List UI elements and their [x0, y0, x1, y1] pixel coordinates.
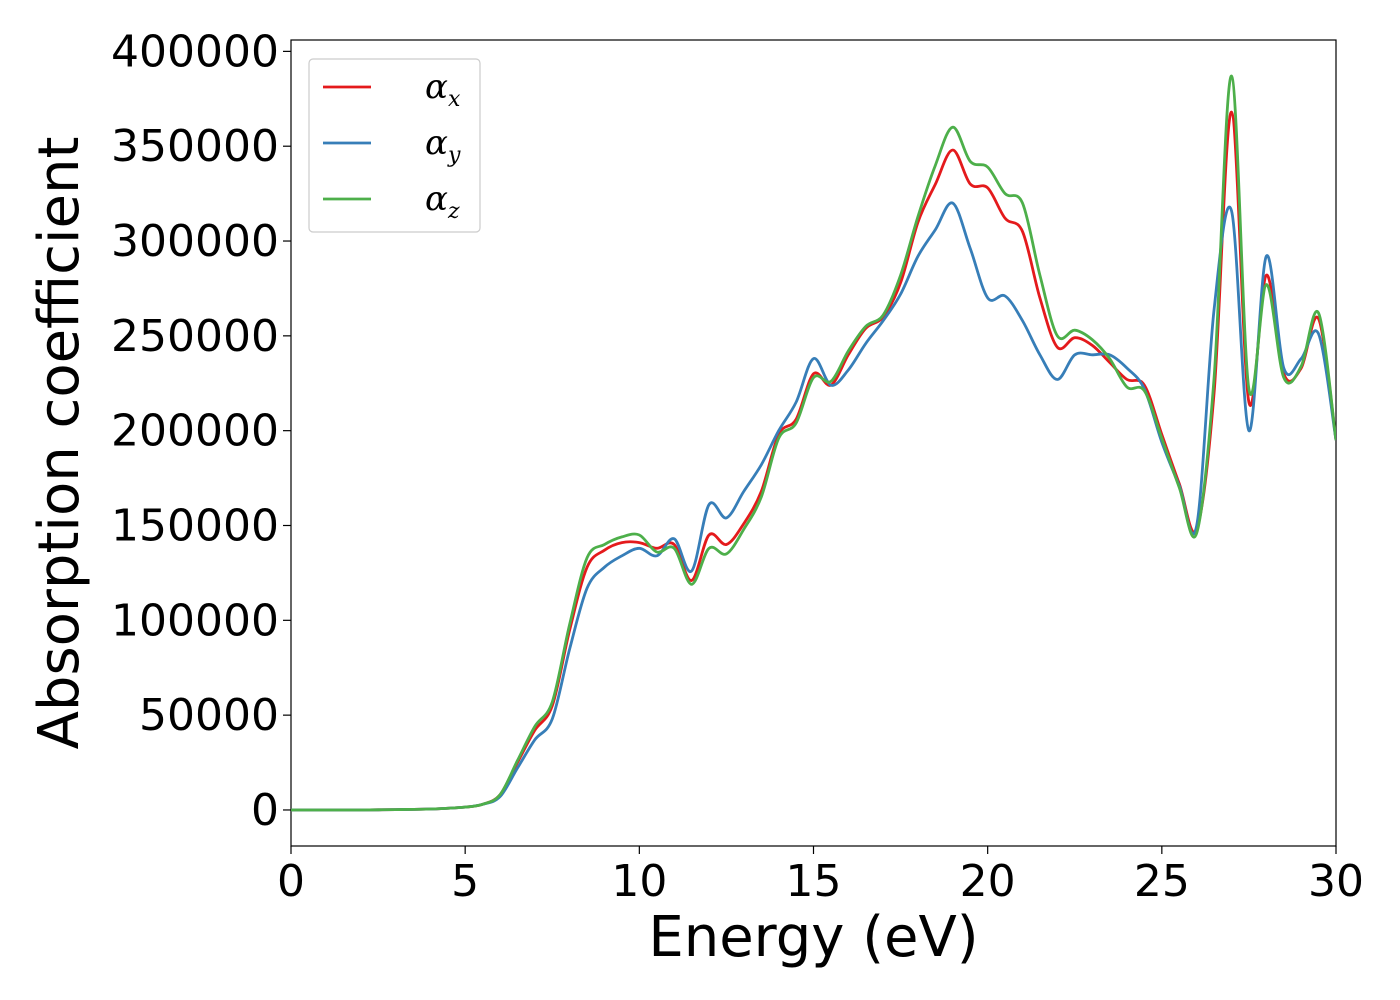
- y-tick-label: 50000: [139, 690, 279, 741]
- y-tick-label: 300000: [111, 216, 279, 267]
- series-line-2: [291, 201, 1336, 812]
- series-line-3: [291, 74, 1336, 812]
- x-tick-label: 15: [786, 856, 842, 907]
- legend-label-2: αy: [425, 123, 461, 168]
- y-axis-ticks: 0 50000 100000 150000 200000 250000 300000 3500…: [111, 26, 291, 836]
- x-axis-title: Energy (eV): [648, 905, 978, 970]
- y-tick-label: 350000: [111, 121, 279, 172]
- x-tick-label: 25: [1134, 856, 1190, 907]
- legend-label-3: αz: [425, 179, 460, 224]
- y-axis-title: Absorption coefficient: [27, 137, 92, 750]
- x-tick-label: 10: [611, 856, 667, 907]
- x-axis-ticks: 0 5 10 15 20 25 30: [277, 846, 1364, 907]
- x-tick-label: 0: [277, 856, 305, 907]
- y-tick-label: 400000: [111, 26, 279, 77]
- legend-box: [308, 58, 481, 233]
- y-tick-label: 150000: [111, 500, 279, 551]
- y-tick-label: 200000: [111, 406, 279, 457]
- y-tick-label: 250000: [111, 311, 279, 362]
- series-layer: [291, 74, 1336, 812]
- x-tick-label: 5: [451, 856, 479, 907]
- y-tick-label: 0: [251, 785, 279, 836]
- x-tick-label: 30: [1308, 856, 1364, 907]
- legend: αx αy αz: [308, 58, 481, 233]
- legend-label-1: αx: [425, 67, 461, 112]
- y-tick-label: 100000: [111, 595, 279, 646]
- x-tick-label: 20: [960, 856, 1016, 907]
